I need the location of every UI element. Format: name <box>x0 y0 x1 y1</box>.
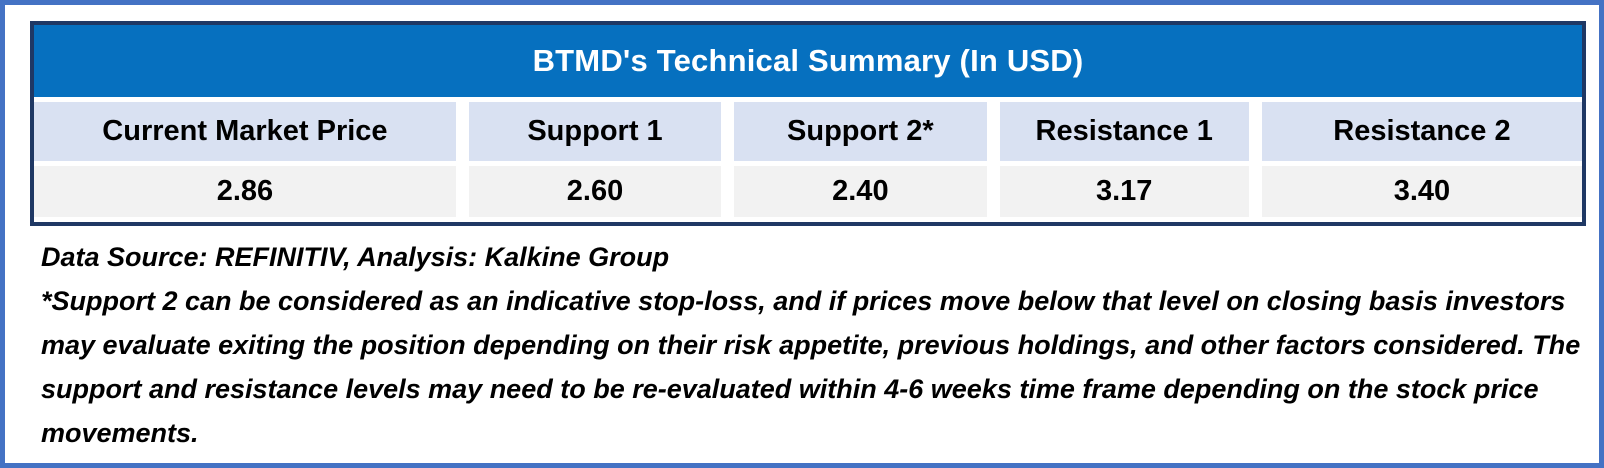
header-cell-resistance-1: Resistance 1 <box>999 102 1249 161</box>
value-cell-support-1: 2.60 <box>468 166 722 217</box>
header-cell-support-1: Support 1 <box>468 102 722 161</box>
footnote-disclaimer: *Support 2 can be considered as an indic… <box>41 286 1581 448</box>
header-cell-resistance-2: Resistance 2 <box>1261 102 1582 161</box>
value-cell-resistance-1: 3.17 <box>999 166 1249 217</box>
footnotes-block: Data Source: REFINITIV, Analysis: Kalkin… <box>41 235 1581 455</box>
header-cell-support-2: Support 2* <box>734 102 987 161</box>
technical-summary-table: BTMD's Technical Summary (In USD) Curren… <box>30 21 1586 226</box>
value-cell-resistance-2: 3.40 <box>1261 166 1582 217</box>
value-cell-support-2: 2.40 <box>734 166 987 217</box>
table-grid: Current Market Price Support 1 Support 2… <box>34 97 1582 222</box>
table-title: BTMD's Technical Summary (In USD) <box>34 25 1582 97</box>
header-cell-current-market-price: Current Market Price <box>34 102 456 161</box>
value-cell-current-market-price: 2.86 <box>34 166 456 217</box>
footnote-data-source: Data Source: REFINITIV, Analysis: Kalkin… <box>41 242 670 272</box>
